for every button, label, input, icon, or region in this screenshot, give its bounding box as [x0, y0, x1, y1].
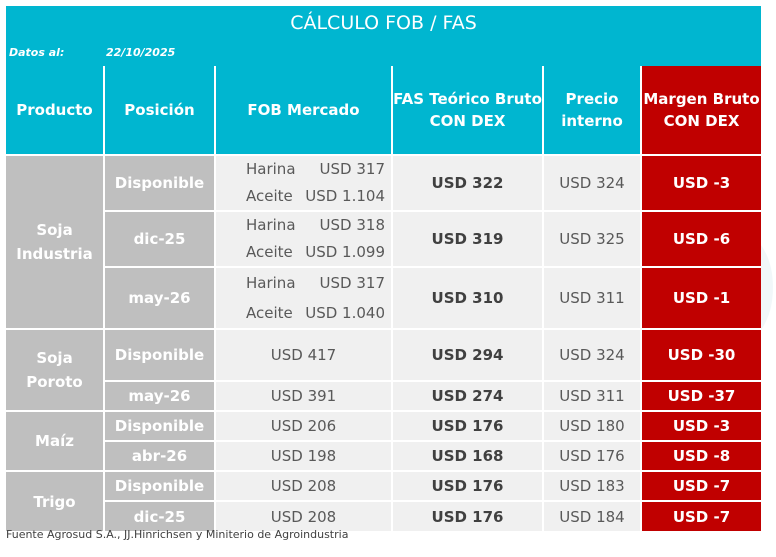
product-line1: Soja [36, 349, 73, 367]
fob-harina-label: Harina [246, 274, 296, 292]
position-cell: abr-26 [103, 440, 215, 471]
product-maiz: Maíz [6, 410, 104, 471]
position-cell: Disponible [103, 410, 215, 441]
fas-cell: USD 310 [391, 266, 543, 329]
fob-fas-table: Producto Posición FOB Mercado FAS Teóric… [6, 66, 761, 531]
margen-cell: USD -3 [640, 410, 761, 441]
fob-harina-value: USD 318 [319, 216, 385, 234]
page-title: CÁLCULO FOB / FAS [6, 6, 761, 40]
header-margen: Margen Bruto CON DEX [640, 66, 761, 155]
table-row: may-26 USD 391 USD 274 USD 311 USD -37 [6, 380, 761, 411]
position-cell: Disponible [103, 328, 215, 381]
product-line1: Soja [36, 221, 73, 239]
header-pi-line2: interno [561, 112, 623, 130]
precio-interno-cell: USD 325 [542, 210, 641, 267]
position-cell: may-26 [103, 266, 215, 329]
product-line2: Industria [16, 245, 93, 263]
precio-interno-cell: USD 184 [542, 500, 641, 531]
precio-interno-cell: USD 180 [542, 410, 641, 441]
header-posicion: Posición [103, 66, 215, 155]
fob-cell: USD 208 [214, 470, 392, 501]
table-row: abr-26 USD 198 USD 168 USD 176 USD -8 [6, 440, 761, 471]
position-cell: dic-25 [103, 500, 215, 531]
table-row: Trigo Disponible USD 208 USD 176 USD 183… [6, 470, 761, 531]
fob-cell: Harina USD 317 Aceite USD 1.104 [214, 154, 392, 211]
header-fas-line1: FAS Teórico Bruto [393, 90, 542, 108]
fas-cell: USD 294 [391, 328, 543, 381]
header-mg-line2: CON DEX [663, 112, 740, 130]
precio-interno-cell: USD 311 [542, 266, 641, 329]
table-row: Maíz Disponible USD 206 USD 176 USD 180 … [6, 410, 761, 471]
position-cell: Disponible [103, 470, 215, 501]
fas-cell: USD 176 [391, 500, 543, 531]
header-mg-line1: Margen Bruto [643, 90, 760, 108]
fob-aceite-value: USD 1.099 [305, 243, 385, 261]
table-row: dic-25 Harina USD 318 Aceite USD 1.099 USD… [6, 210, 761, 267]
margen-cell: USD -3 [640, 154, 761, 211]
table-row: may-26 Harina USD 317 Aceite USD 1.040 USD… [6, 266, 761, 329]
product-soja-poroto: Soja Poroto [6, 328, 104, 411]
fob-harina-value: USD 317 [319, 274, 385, 292]
fob-cell: USD 208 [214, 500, 392, 531]
product-soja-industria: Soja Industria [6, 154, 104, 329]
margen-cell: USD -1 [640, 266, 761, 329]
margen-cell: USD -30 [640, 328, 761, 381]
table-row: dic-25 USD 208 USD 176 USD 184 USD -7 [6, 500, 761, 531]
fob-aceite-value: USD 1.040 [305, 304, 385, 322]
fob-aceite-value: USD 1.104 [305, 187, 385, 205]
product-trigo: Trigo [6, 470, 104, 531]
fas-cell: USD 176 [391, 410, 543, 441]
header-fas-line2: CON DEX [429, 112, 506, 130]
fob-cell: USD 198 [214, 440, 392, 471]
margen-cell: USD -6 [640, 210, 761, 267]
date-value: 22/10/2025 [106, 46, 176, 59]
fob-cell: USD 206 [214, 410, 392, 441]
margen-cell: USD -37 [640, 380, 761, 411]
header-pi-line1: Precio [565, 90, 619, 108]
margen-cell: USD -7 [640, 500, 761, 531]
fob-cell: USD 391 [214, 380, 392, 411]
fob-cell: Harina USD 318 Aceite USD 1.099 [214, 210, 392, 267]
fob-fas-table-container: CÁLCULO FOB / FAS Datos al: 22/10/2025 P… [6, 6, 761, 531]
precio-interno-cell: USD 324 [542, 154, 641, 211]
precio-interno-cell: USD 183 [542, 470, 641, 501]
precio-interno-cell: USD 324 [542, 328, 641, 381]
table-row: Soja Poroto Disponible USD 417 USD 294 US… [6, 328, 761, 411]
fob-harina-label: Harina [246, 160, 296, 178]
fob-aceite-label: Aceite [246, 187, 293, 205]
header-precio-interno: Precio interno [542, 66, 641, 155]
date-label: Datos al: [9, 46, 65, 59]
fob-aceite-label: Aceite [246, 243, 293, 261]
fob-harina-label: Harina [246, 216, 296, 234]
margen-cell: USD -7 [640, 470, 761, 501]
precio-interno-cell: USD 311 [542, 380, 641, 411]
fob-aceite-label: Aceite [246, 304, 293, 322]
date-bar: Datos al: 22/10/2025 [6, 40, 761, 66]
fob-cell: USD 417 [214, 328, 392, 381]
fob-cell: Harina USD 317 Aceite USD 1.040 [214, 266, 392, 329]
precio-interno-cell: USD 176 [542, 440, 641, 471]
header-row: Producto Posición FOB Mercado FAS Teóric… [6, 66, 761, 155]
header-producto: Producto [6, 66, 104, 155]
fas-cell: USD 168 [391, 440, 543, 471]
fas-cell: USD 319 [391, 210, 543, 267]
margen-cell: USD -8 [640, 440, 761, 471]
source-footer: Fuente Agrosud S.A., JJ.Hinrichsen y Min… [6, 528, 349, 541]
fas-cell: USD 274 [391, 380, 543, 411]
product-line2: Poroto [26, 373, 83, 391]
fas-cell: USD 322 [391, 154, 543, 211]
position-cell: dic-25 [103, 210, 215, 267]
position-cell: Disponible [103, 154, 215, 211]
fob-harina-value: USD 317 [319, 160, 385, 178]
header-fob: FOB Mercado [214, 66, 392, 155]
position-cell: may-26 [103, 380, 215, 411]
fas-cell: USD 176 [391, 470, 543, 501]
header-fas: FAS Teórico Bruto CON DEX [391, 66, 543, 155]
table-row: Soja Industria Disponible Harina USD 317 A… [6, 154, 761, 329]
